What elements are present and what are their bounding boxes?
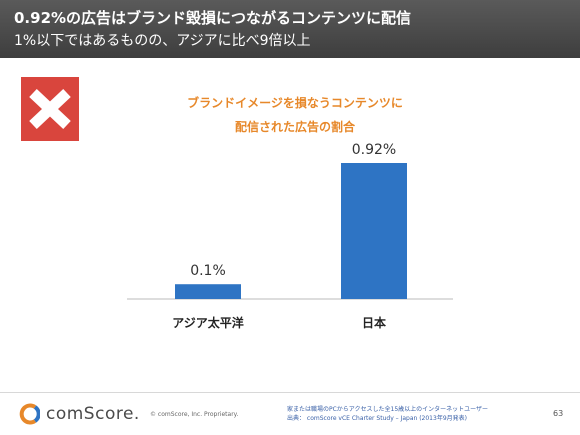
- copyright-text: © comScore, Inc. Proprietary.: [150, 411, 239, 418]
- source-note: 家または職場のPCからアクセスした全15歳以上のインターネットユーザー 出典： …: [287, 405, 488, 423]
- source-note-line-1: 家または職場のPCからアクセスした全15歳以上のインターネットユーザー: [287, 406, 489, 413]
- x-mark-badge: [21, 77, 79, 141]
- source-note-line-2: 出典： comScore vCE Charter Study – Japan (…: [287, 415, 467, 422]
- data-label-0: 0.1%: [190, 263, 226, 279]
- comscore-logo: comScore.: [18, 402, 140, 426]
- comscore-logo-text: comScore.: [46, 404, 140, 424]
- chart-title: ブランドイメージを損なうコンテンツに 配信された広告の割合: [130, 91, 460, 139]
- bar-chart: 0.1% アジア太平洋 0.92% 日本: [127, 142, 453, 330]
- slide-header: 0.92%の広告はブランド毀損につながるコンテンツに配信 1%以下ではあるものの…: [0, 0, 580, 58]
- data-label-1: 0.92%: [352, 142, 396, 158]
- page-number: 63: [553, 409, 564, 418]
- slide-subtitle: 1%以下ではあるものの、アジアに比べ9倍以上: [14, 33, 311, 49]
- category-label-1: 日本: [362, 315, 386, 330]
- footer-divider: [0, 392, 580, 393]
- category-label-0: アジア太平洋: [172, 315, 244, 330]
- chart-title-line-2: 配信された広告の割合: [234, 120, 355, 134]
- slide-title: 0.92%の広告はブランド毀損につながるコンテンツに配信: [14, 9, 412, 27]
- comscore-logo-mark-icon: [19, 403, 40, 425]
- x-mark-icon: [29, 88, 71, 130]
- chart-title-line-1: ブランドイメージを損なうコンテンツに: [187, 96, 403, 110]
- bar-1: [341, 163, 407, 299]
- bar-0: [175, 284, 241, 299]
